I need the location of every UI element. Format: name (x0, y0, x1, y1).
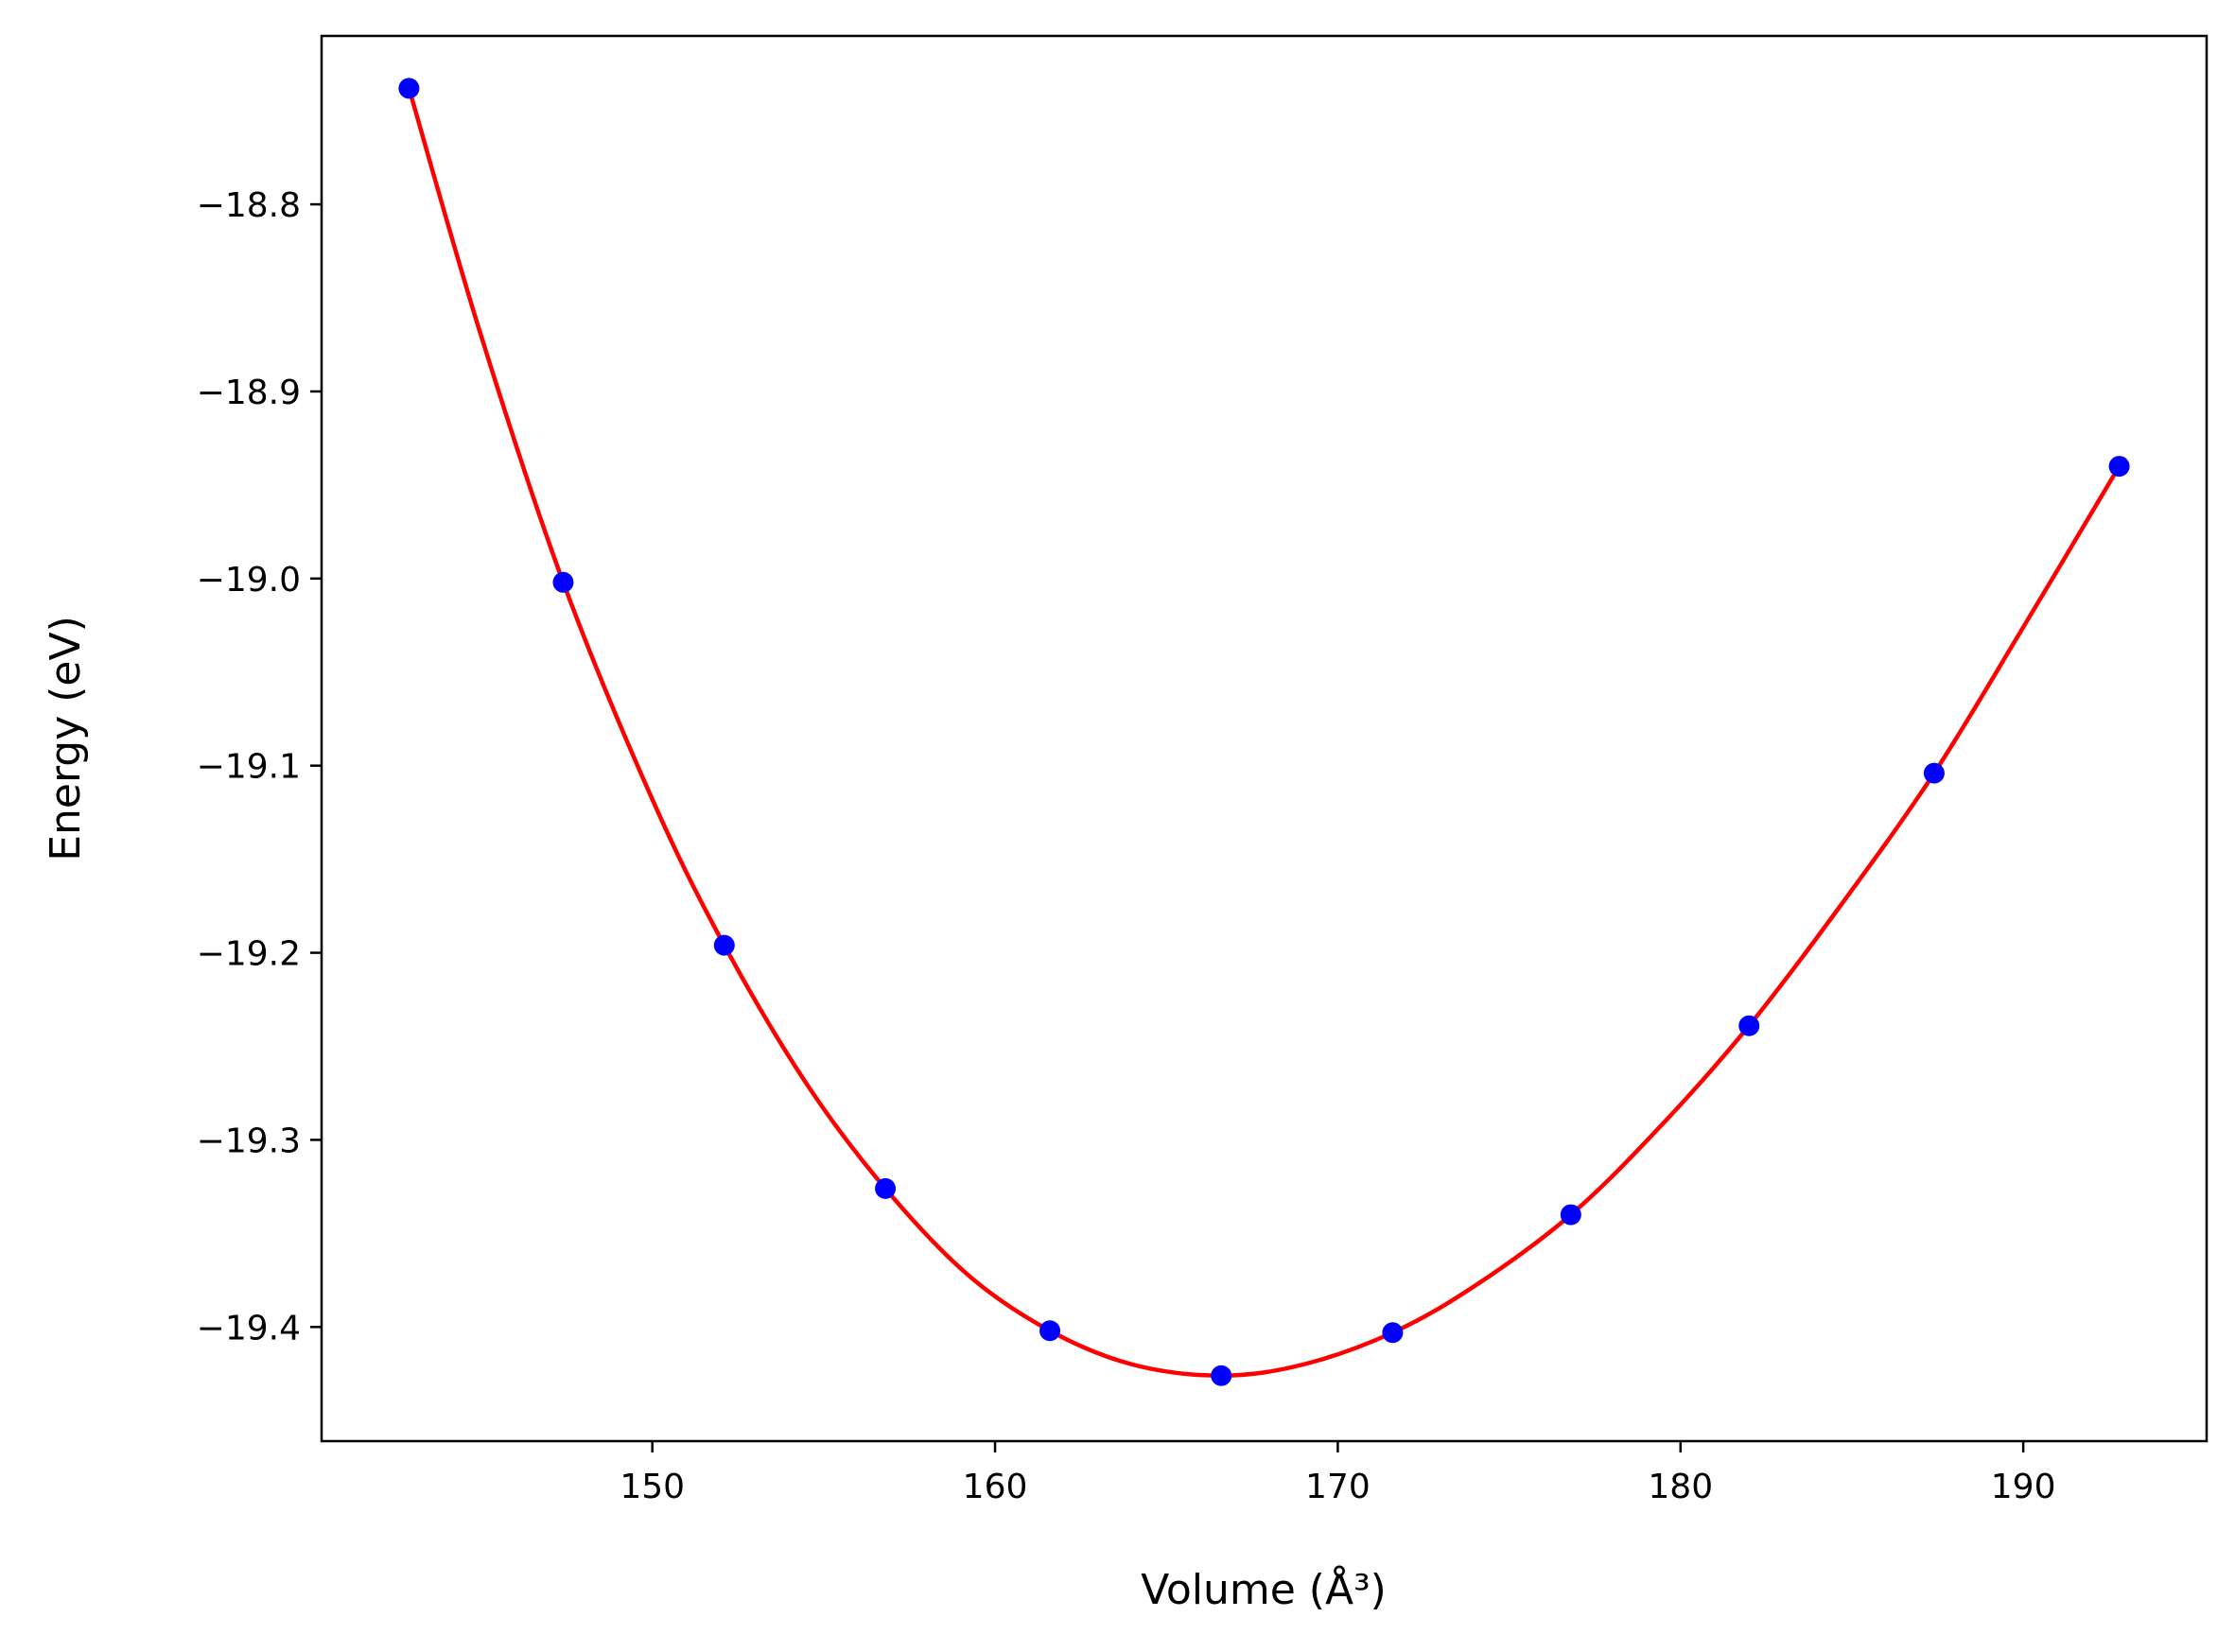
data-point (1382, 1322, 1404, 1344)
data-point (713, 934, 735, 956)
plot-frame (320, 34, 2209, 1443)
x-tick-label: 160 (963, 1468, 1028, 1506)
data-point (552, 571, 574, 593)
data-point (1923, 762, 1945, 784)
x-axis: 150 160 170 180 190 (620, 1441, 2055, 1506)
y-tick-label: −19.2 (197, 935, 301, 974)
data-point (2108, 456, 2130, 478)
y-axis-title: Energy (eV) (42, 616, 90, 861)
data-point (398, 78, 420, 99)
data-point (1211, 1365, 1232, 1386)
y-tick-label: −19.1 (197, 748, 301, 787)
y-tick-label: −19.3 (197, 1122, 301, 1160)
x-axis-title: Volume (Å³) (1141, 1564, 1387, 1614)
plot-area (398, 78, 2130, 1386)
y-tick-label: −18.8 (197, 186, 301, 225)
data-point (1560, 1204, 1581, 1226)
x-tick-label: 150 (620, 1468, 685, 1506)
data-point (1039, 1320, 1061, 1342)
x-tick-label: 180 (1648, 1468, 1713, 1506)
y-tick-label: −19.0 (197, 561, 301, 600)
y-tick-label: −18.9 (197, 374, 301, 412)
y-axis: −18.8 −18.9 −19.0 −19.1 −19.2 −19.3 −19.4 (197, 186, 322, 1348)
fit-curve-line (407, 87, 2122, 1379)
y-tick-label: −19.4 (197, 1309, 301, 1348)
x-tick-label: 170 (1305, 1468, 1371, 1506)
data-point (1738, 1015, 1760, 1036)
data-point (875, 1177, 897, 1199)
x-tick-label: 190 (1991, 1468, 2056, 1506)
